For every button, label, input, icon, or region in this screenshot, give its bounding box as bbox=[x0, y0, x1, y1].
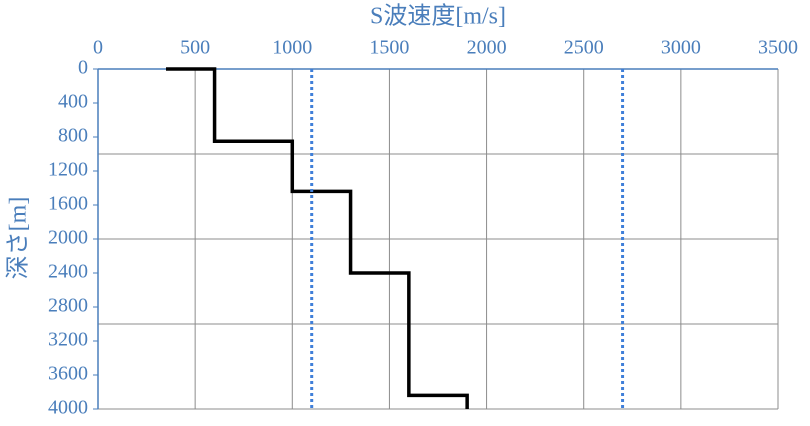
x-tick-label: 500 bbox=[180, 37, 210, 59]
x-tick-label: 3500 bbox=[758, 37, 798, 59]
series-line bbox=[166, 67, 469, 409]
y-tick-label: 0 bbox=[78, 57, 88, 79]
x-tick-label: 2000 bbox=[467, 37, 507, 59]
x-axis-title: S波速度[m/s] bbox=[370, 3, 506, 30]
y-tick-label: 3600 bbox=[48, 363, 88, 385]
y-tick-label: 1600 bbox=[48, 193, 88, 215]
x-tick-label: 2500 bbox=[564, 37, 604, 59]
y-tick-label: 1200 bbox=[48, 159, 88, 181]
x-tick-label: 0 bbox=[93, 37, 103, 59]
y-tick-label: 2000 bbox=[48, 227, 88, 249]
y-tick-label: 800 bbox=[58, 125, 88, 147]
x-tick-label: 3000 bbox=[661, 37, 701, 59]
y-tick-label: 2400 bbox=[48, 261, 88, 283]
y-tick-label: 3200 bbox=[48, 329, 88, 351]
y-axis-title: 深さ[m] bbox=[5, 197, 32, 280]
x-tick-label: 1500 bbox=[369, 37, 409, 59]
x-tick-label: 1000 bbox=[272, 37, 312, 59]
y-tick-label: 400 bbox=[58, 91, 88, 113]
y-tick-label: 2800 bbox=[48, 295, 88, 317]
y-tick-label: 4000 bbox=[48, 397, 88, 419]
